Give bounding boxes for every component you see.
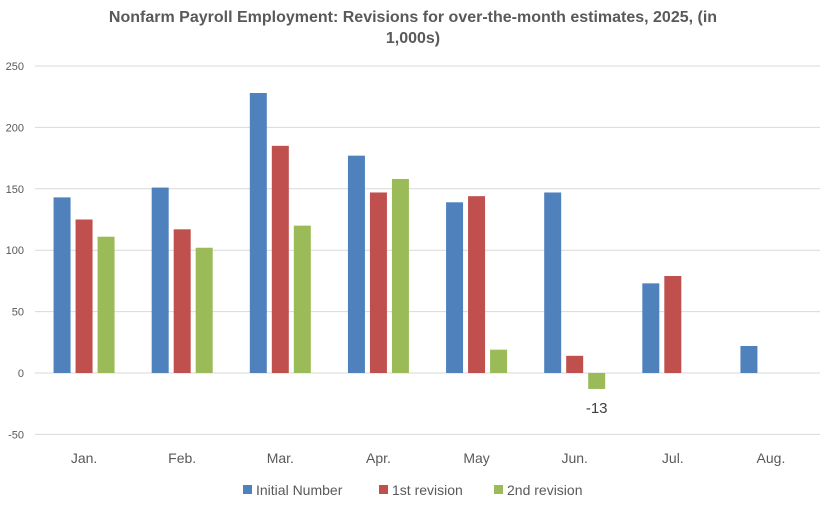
bar-2nd-revision: [195, 247, 213, 373]
y-tick-label: 250: [6, 61, 24, 73]
bar-1st-revision: [468, 196, 486, 373]
legend-label: 1st revision: [392, 482, 463, 498]
bar-initial-number: [544, 192, 562, 373]
y-tick-label: 50: [12, 307, 24, 319]
bar-2nd-revision: [588, 373, 606, 389]
bar-initial-number: [642, 283, 660, 373]
bar-initial-number: [151, 187, 169, 373]
bar-2nd-revision: [293, 225, 311, 373]
y-tick-label: 0: [18, 368, 24, 380]
x-tick-label: Jul.: [662, 450, 684, 466]
bar-1st-revision: [173, 229, 191, 373]
bar-1st-revision: [566, 355, 584, 373]
bar-2nd-revision: [490, 349, 508, 373]
bar-1st-revision: [271, 145, 289, 373]
y-tick-label: 100: [6, 245, 24, 257]
bar-2nd-revision: [391, 178, 409, 373]
chart-title: 1,000s): [386, 30, 440, 47]
x-tick-label: May: [463, 450, 489, 466]
bar-initial-number: [347, 155, 365, 373]
x-tick-label: Jan.: [71, 450, 97, 466]
legend-swatch: [243, 485, 252, 494]
legend-swatch: [379, 485, 388, 494]
chart-title: Nonfarm Payroll Employment: Revisions fo…: [109, 9, 717, 26]
bar-2nd-revision: [97, 236, 115, 373]
x-tick-label: Apr.: [366, 450, 391, 466]
bar-1st-revision: [369, 192, 387, 373]
legend-label: Initial Number: [256, 482, 343, 498]
bar-1st-revision: [75, 219, 93, 373]
data-label: -13: [586, 400, 608, 417]
y-tick-label: -50: [8, 429, 24, 441]
bar-initial-number: [740, 345, 758, 373]
x-tick-label: Mar.: [267, 450, 294, 466]
x-tick-label: Aug.: [757, 450, 786, 466]
bar-initial-number: [249, 93, 267, 374]
legend-swatch: [494, 485, 503, 494]
x-tick-label: Feb.: [168, 450, 196, 466]
legend-label: 2nd revision: [507, 482, 583, 498]
x-tick-label: Jun.: [561, 450, 587, 466]
y-tick-label: 200: [6, 122, 24, 134]
bar-initial-number: [53, 197, 71, 373]
y-tick-label: 150: [6, 184, 24, 196]
bar-1st-revision: [664, 275, 682, 373]
bar-initial-number: [446, 202, 464, 373]
